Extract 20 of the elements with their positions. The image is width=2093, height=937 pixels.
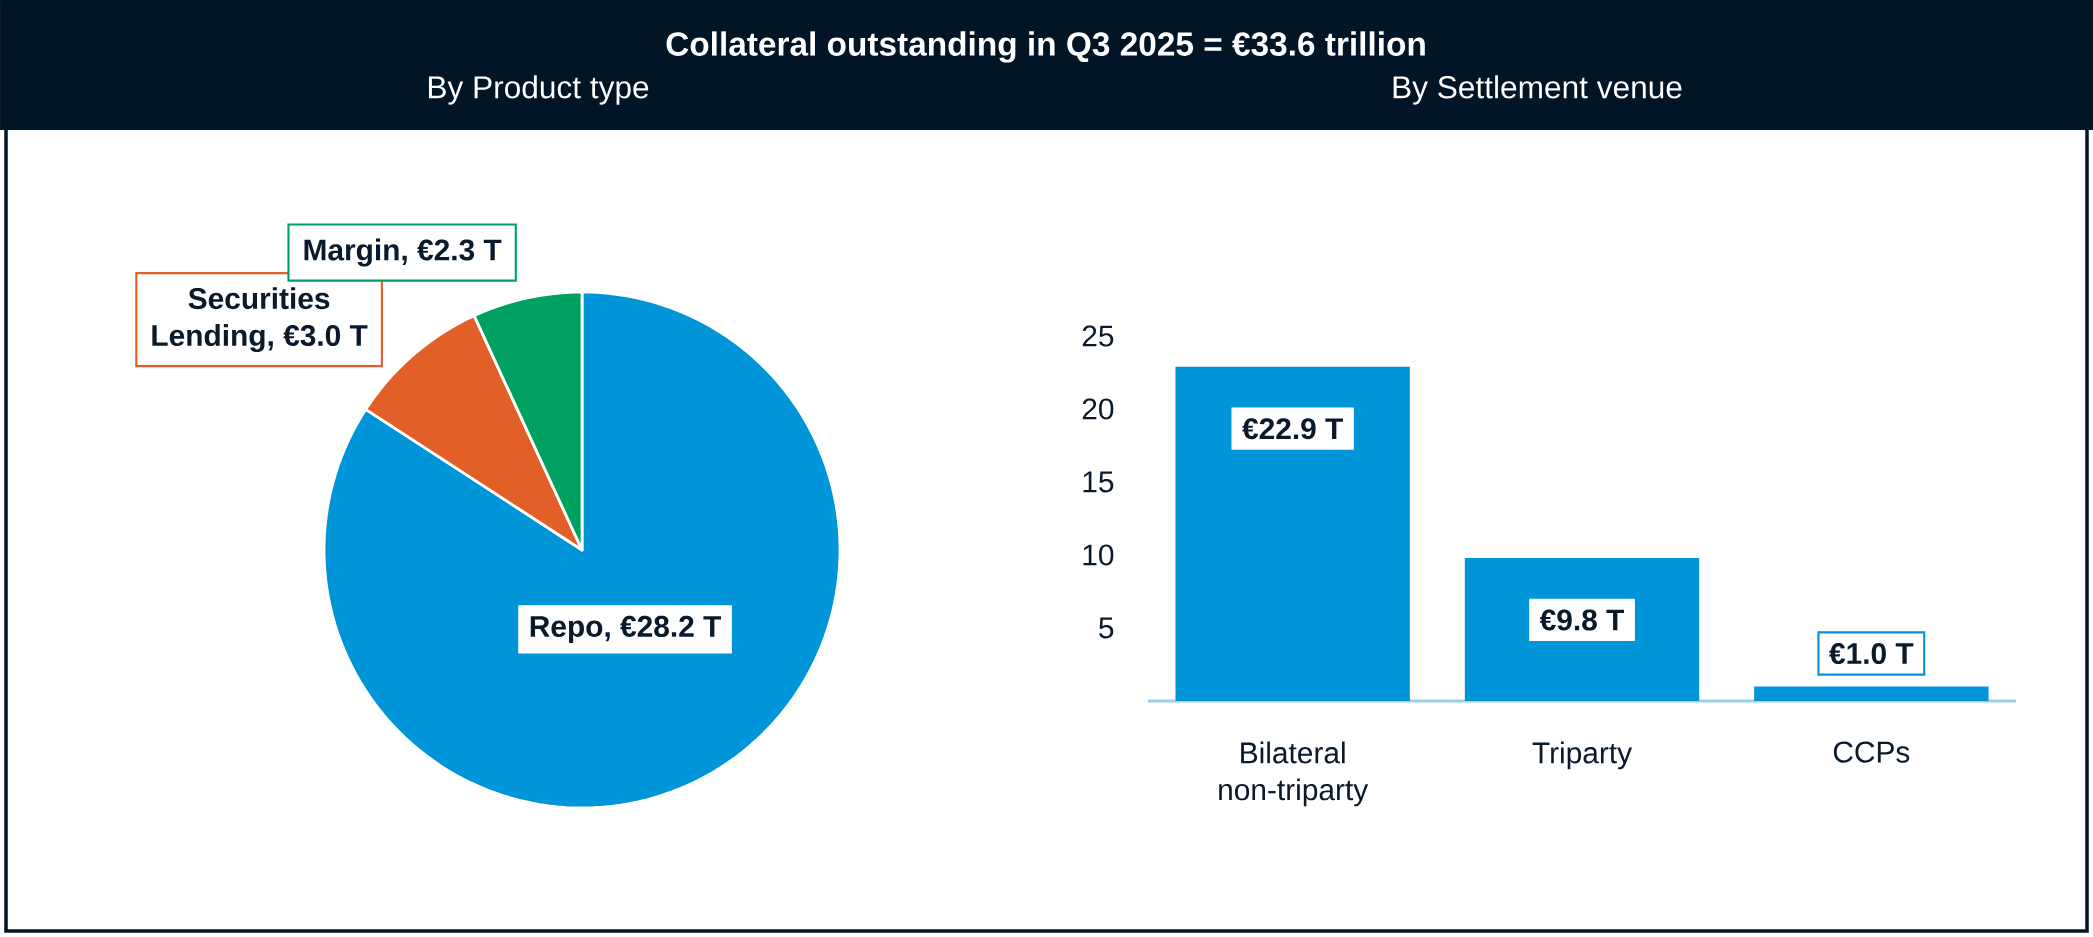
chart-subtitle: By Product type <box>428 75 649 105</box>
y-tick-label: 10 <box>1083 544 1114 566</box>
data-label: €1.0 T <box>1829 643 1914 665</box>
data-label: €9.8 T <box>1539 609 1624 631</box>
x-tick-label: Triparty <box>1532 741 1633 770</box>
data-label: €22.9 T <box>1242 418 1343 440</box>
bar <box>1464 557 1700 701</box>
bar <box>1175 366 1410 701</box>
slice-label: Margin, €2.3 T <box>304 238 502 267</box>
y-tick-label: 15 <box>1083 471 1114 493</box>
y-tick-label: 5 <box>1099 617 1114 639</box>
x-tick-label: Bilateral non-triparty <box>1219 741 1369 807</box>
text: Collateral outstanding in Q3 2025 = €33.6 trillion <box>666 31 1425 63</box>
y-tick-label: 25 <box>1082 325 1114 347</box>
slice-label: Securities Lending, €3.0 T <box>152 287 368 353</box>
x-tick-label: CCPs <box>1833 741 1910 763</box>
y-tick-label: 20 <box>1082 398 1114 420</box>
slice-label: Repo, €28.2 T <box>530 615 722 643</box>
chart-subtitle: By Settlement venue <box>1393 75 1682 105</box>
bar <box>1754 686 1989 701</box>
